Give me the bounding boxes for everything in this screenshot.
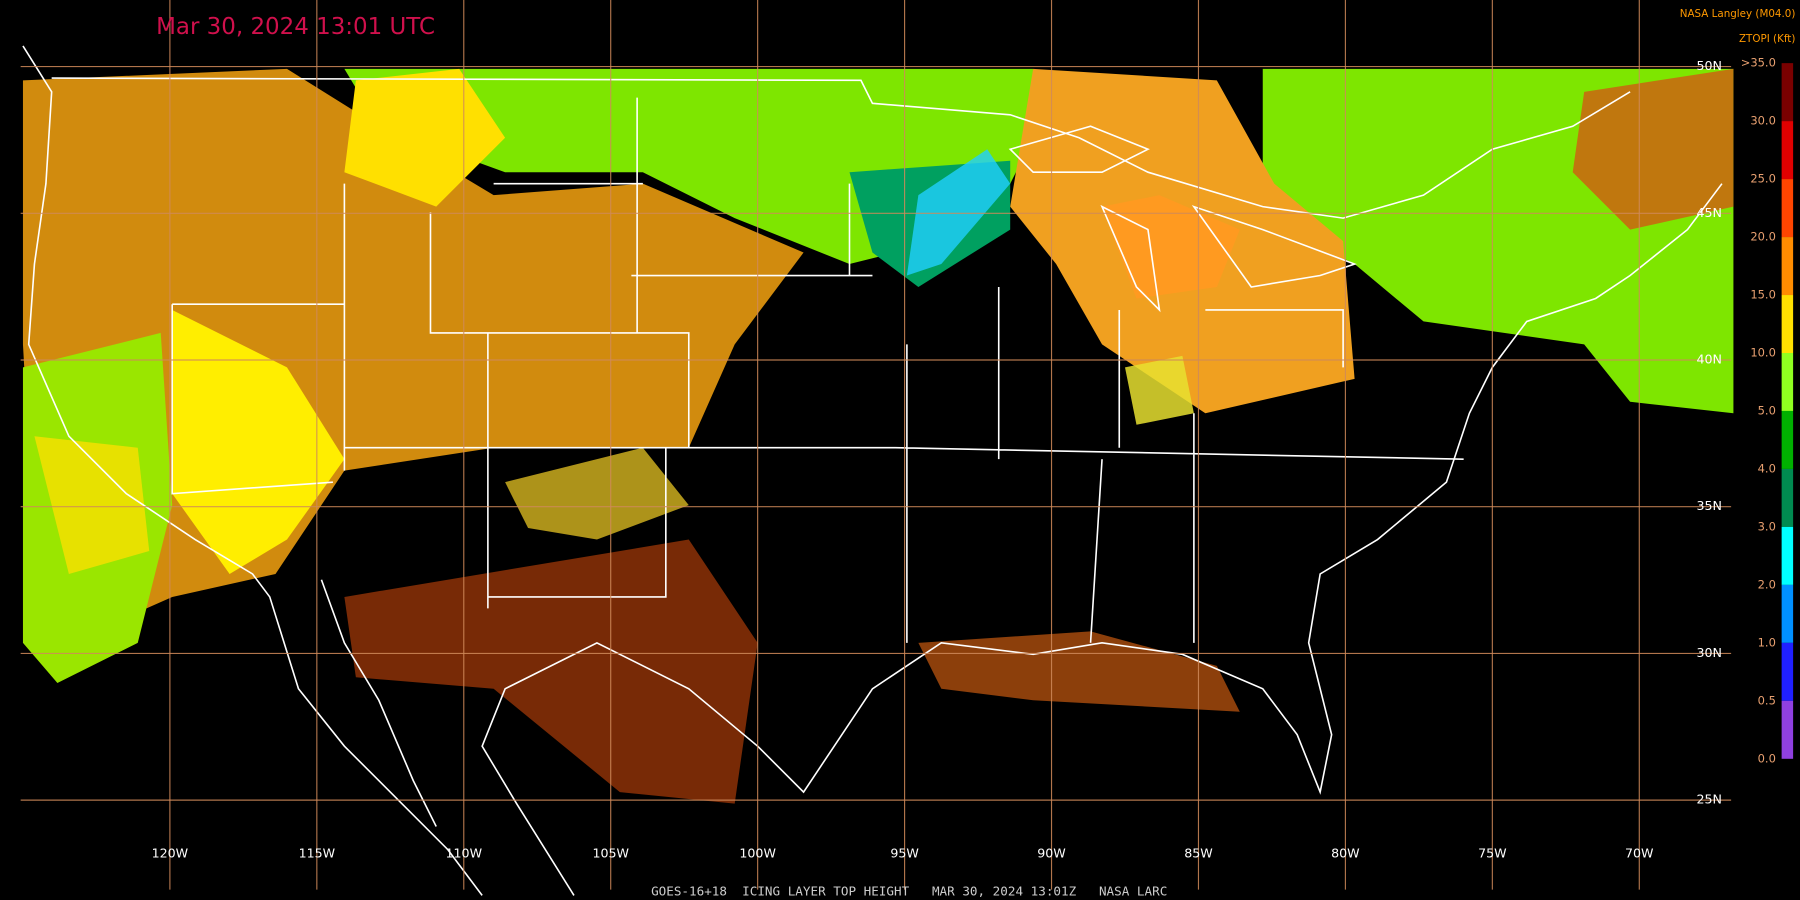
colorbar-title: ZTOPI (Kft): [1739, 33, 1795, 45]
longitude-label: 115W: [299, 846, 336, 861]
latitude-label: 35N: [1696, 498, 1721, 513]
boundaries: [22, 45, 1723, 896]
colorbar-label: 0.0: [1758, 751, 1776, 765]
colorbar: >35.0 30.0 25.0 20.0 15.0 10.0 5.0 4.0 3.0 2.0 1.0…: [1741, 56, 1794, 765]
colorbar-label: 25.0: [1750, 172, 1776, 186]
longitude-label: 105W: [592, 846, 629, 861]
longitude-label: 95W: [890, 846, 919, 861]
colorbar-label: 3.0: [1758, 519, 1776, 533]
longitude-label: 100W: [739, 846, 776, 861]
colorbar-swatch: [1781, 237, 1794, 296]
colorbar-label: >35.0: [1741, 56, 1776, 70]
cloud-area: [172, 309, 345, 574]
timestamp: Mar 30, 2024 13:01 UTC: [156, 14, 435, 40]
colorbar-swatch: [1781, 179, 1794, 238]
colorbar-swatch: [1781, 295, 1794, 353]
credit: NASA Langley (M04.0): [1680, 8, 1796, 20]
cloud-area: [1102, 195, 1240, 299]
latitude-label: 25N: [1696, 792, 1721, 807]
colorbar-label: 2.0: [1758, 577, 1776, 591]
colorbar-label: 4.0: [1758, 461, 1776, 475]
caption: GOES-16+18 ICING LAYER TOP HEIGHT MAR 30…: [651, 883, 1167, 898]
cloud-area: [344, 539, 758, 804]
cloud-area: [34, 436, 150, 574]
labels: Mar 30, 2024 13:01 UTC NASA Langley (M04…: [156, 8, 1795, 899]
cloud-area: [906, 149, 1011, 276]
cloud-field: [22, 68, 1734, 804]
colorbar-swatch: [1781, 352, 1794, 411]
longitude-label: 80W: [1331, 846, 1360, 861]
border: [51, 77, 1631, 219]
colorbar-label: 5.0: [1758, 403, 1776, 417]
longitude-label: 110W: [446, 846, 483, 861]
cloud-area: [1125, 355, 1194, 425]
lakes: [1008, 125, 1357, 313]
colorbar-swatch: [1781, 121, 1794, 180]
colorbar-label: 30.0: [1750, 114, 1776, 128]
colorbar-swatch: [1781, 526, 1794, 585]
colorbar-swatch: [1781, 642, 1794, 701]
colorbar-swatch: [1781, 410, 1794, 469]
state-lines: [171, 97, 1464, 643]
latitude-label: 40N: [1696, 352, 1721, 367]
cloud-area: [344, 68, 506, 207]
coastline: [22, 45, 483, 896]
cloud-area: [1572, 68, 1734, 230]
colorbar-label: 15.0: [1750, 288, 1776, 302]
cloud-area: [344, 68, 1034, 265]
latitude-label: 45N: [1696, 205, 1721, 220]
graticule: 50N 45N 40N 35N 30N 25N 120W 115W 110W 105W 100W 95…: [20, 0, 1732, 890]
latitude-label: 30N: [1696, 645, 1721, 660]
colorbar-label: 20.0: [1750, 230, 1776, 244]
longitude-label: 90W: [1037, 846, 1066, 861]
colorbar-swatch: [1781, 63, 1794, 122]
longitude-label: 120W: [152, 846, 189, 861]
colorbar-label: 10.0: [1750, 345, 1776, 359]
longitude-label: 70W: [1625, 846, 1654, 861]
colorbar-label: 1.0: [1758, 635, 1776, 649]
coastline: [320, 579, 437, 827]
latitude-label: 50N: [1696, 58, 1721, 73]
colorbar-swatch: [1781, 700, 1794, 759]
colorbar-swatch: [1781, 584, 1794, 643]
longitude-label: 75W: [1478, 846, 1507, 861]
colorbar-label: 0.5: [1758, 693, 1776, 707]
colorbar-swatch: [1781, 468, 1794, 527]
longitude-label: 85W: [1184, 846, 1213, 861]
coastline: [481, 183, 1723, 896]
